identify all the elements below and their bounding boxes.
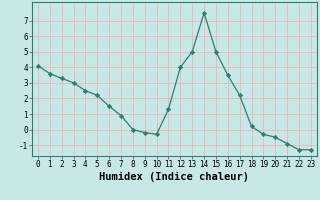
X-axis label: Humidex (Indice chaleur): Humidex (Indice chaleur) [100,172,249,182]
